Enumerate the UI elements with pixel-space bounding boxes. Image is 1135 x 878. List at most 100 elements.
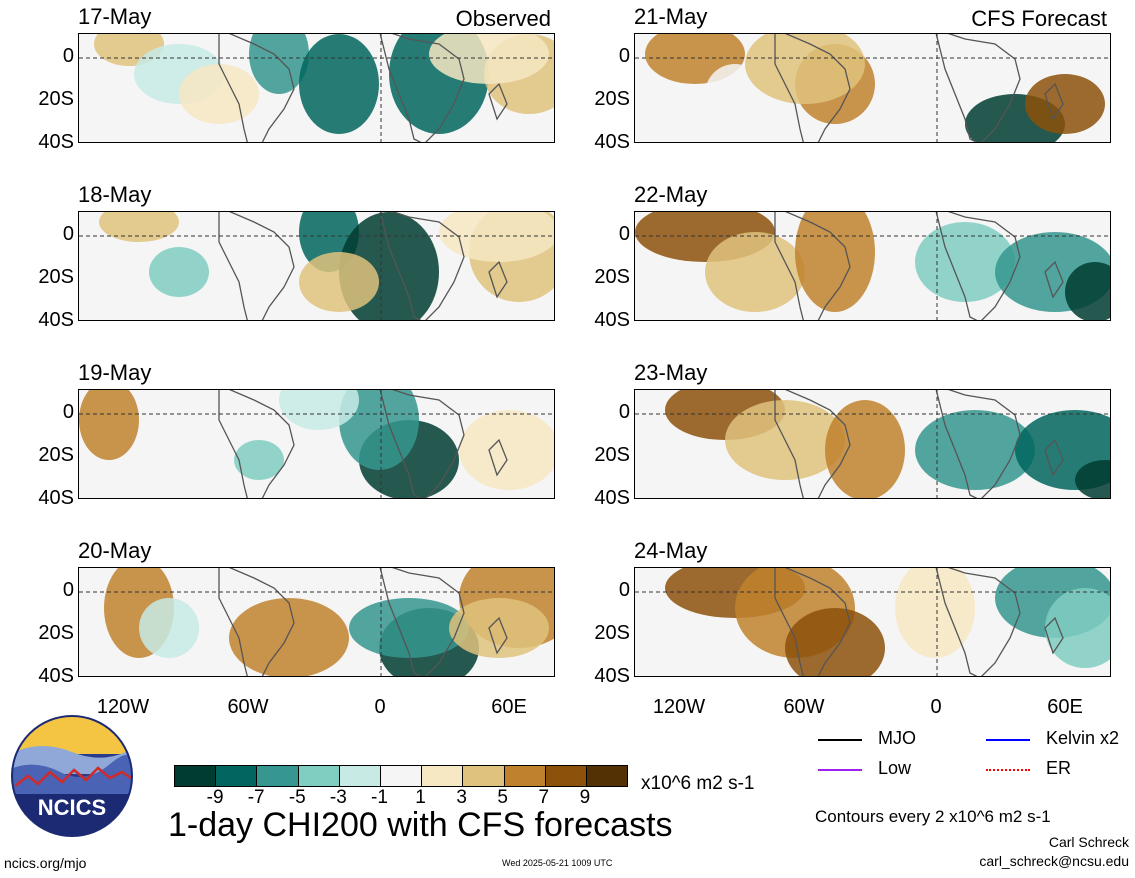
y-tick-label: 40S (38, 487, 74, 509)
map-panel (78, 389, 555, 499)
colorbar-swatch (216, 766, 258, 786)
coastline (774, 34, 1064, 142)
x-tick-label: 120W (652, 696, 706, 718)
ncics-logo: NCICS (10, 714, 134, 838)
y-tick-label: 40S (38, 131, 74, 153)
colorbar-swatch (545, 766, 587, 786)
x-tick-label: 60W (783, 696, 825, 718)
map-panel (634, 389, 1111, 499)
x-tick-label: 60W (227, 696, 269, 718)
shading-blob (1065, 262, 1110, 320)
y-tick-label: 20S (594, 444, 630, 466)
colorbar-tick-label: 3 (456, 787, 467, 808)
colorbar-swatch (175, 766, 217, 786)
y-tick-label: 40S (594, 487, 630, 509)
y-tick-label: 40S (38, 309, 74, 331)
colorbar-swatch (380, 766, 423, 786)
colorbar-tick-label: 5 (497, 787, 508, 808)
legend-label-kelvin: Kelvin x2 (1046, 728, 1120, 748)
y-tick-label: 0 (618, 401, 630, 423)
y-tick-label: 20S (38, 444, 74, 466)
y-tick-label: 0 (62, 401, 74, 423)
coastline (218, 568, 508, 676)
legend-line-kelvin (986, 739, 1030, 741)
legend-line-low (818, 769, 862, 771)
shading-blob (179, 64, 259, 124)
y-tick-label: 20S (38, 266, 74, 288)
x-tick-label: 120W (96, 696, 150, 718)
shading-blob (449, 598, 549, 658)
shading-blob (915, 410, 1035, 490)
colorbar-tick-label: 9 (579, 787, 591, 808)
colorbar-swatch (298, 766, 340, 786)
colorbar (174, 765, 628, 787)
shading-blob (299, 252, 379, 312)
colorbar-swatch (422, 766, 464, 786)
panel-date: 24-May (634, 538, 708, 563)
author-name: Carl Schreck (1048, 834, 1129, 850)
coastline (218, 390, 508, 498)
legend-label-low: Low (878, 758, 912, 778)
legend-line-mjo (818, 739, 862, 741)
shading-blob (795, 212, 875, 312)
colorbar-tick-label: 1 (415, 787, 426, 808)
x-tick-label: 0 (930, 696, 942, 718)
shading-blob (99, 212, 179, 242)
colorbar-swatch (257, 766, 299, 786)
shading-blob (439, 212, 554, 262)
shading-blob (349, 598, 469, 658)
y-tick-label: 0 (618, 579, 630, 601)
y-tick-label: 20S (38, 88, 74, 110)
panel-corner-label: CFS Forecast (971, 6, 1107, 31)
legend-line-er (986, 769, 1030, 771)
panel-corner-label: Observed (455, 6, 551, 31)
panel-date: 23-May (634, 360, 708, 385)
panel-date: 18-May (78, 182, 152, 207)
shading-blob (139, 598, 199, 658)
colorbar-tick-label: 7 (538, 787, 550, 808)
colorbar-swatch (463, 766, 505, 786)
timestamp: Wed 2025-05-21 1009 UTC (502, 858, 613, 868)
colorbar-swatch (586, 766, 628, 786)
y-tick-label: 20S (594, 266, 630, 288)
y-tick-label: 0 (618, 223, 630, 245)
shading-blob (429, 34, 549, 84)
y-tick-label: 40S (594, 665, 630, 687)
x-tick-label: 0 (374, 696, 386, 718)
shading-blob (299, 34, 379, 134)
map-panel (634, 567, 1111, 677)
shading-blob (459, 410, 554, 490)
coastline (774, 390, 1064, 498)
map-panel (78, 211, 555, 321)
site-link[interactable]: ncics.org/mjo (4, 855, 87, 871)
shading-blob (915, 222, 1015, 302)
legend-label-mjo: MJO (878, 728, 916, 748)
contour-note: Contours every 2 x10^6 m2 s-1 (815, 807, 1051, 826)
colorbar-tick-label: -3 (329, 787, 347, 808)
y-tick-label: 40S (594, 309, 630, 331)
map-panel (634, 211, 1111, 321)
colorbar-tick-label: -1 (371, 787, 388, 808)
shading-blob (234, 440, 284, 480)
shading-blob (895, 568, 975, 658)
colorbar-tick-label: -7 (247, 787, 265, 808)
x-tick-label: 60E (491, 696, 527, 718)
y-tick-label: 40S (594, 131, 630, 153)
colorbar-tick-label: -9 (206, 787, 224, 808)
panel-date: 19-May (78, 360, 152, 385)
x-tick-label: 60E (1047, 696, 1083, 718)
coastline (218, 34, 508, 142)
author-email[interactable]: carl_schreck@ncsu.edu (979, 853, 1129, 869)
panel-date: 22-May (634, 182, 708, 207)
map-panel (634, 33, 1111, 143)
shading-blob (785, 608, 885, 676)
shading-blob (825, 400, 905, 498)
figure-title: 1-day CHI200 with CFS forecasts (168, 806, 673, 844)
legend-label-er: ER (1046, 758, 1072, 778)
shading-blob (149, 247, 209, 297)
y-tick-label: 40S (38, 665, 74, 687)
shading-blob (1075, 460, 1110, 498)
shading-blob (229, 598, 349, 676)
y-tick-label: 0 (62, 45, 74, 67)
shading-blob (79, 390, 139, 460)
